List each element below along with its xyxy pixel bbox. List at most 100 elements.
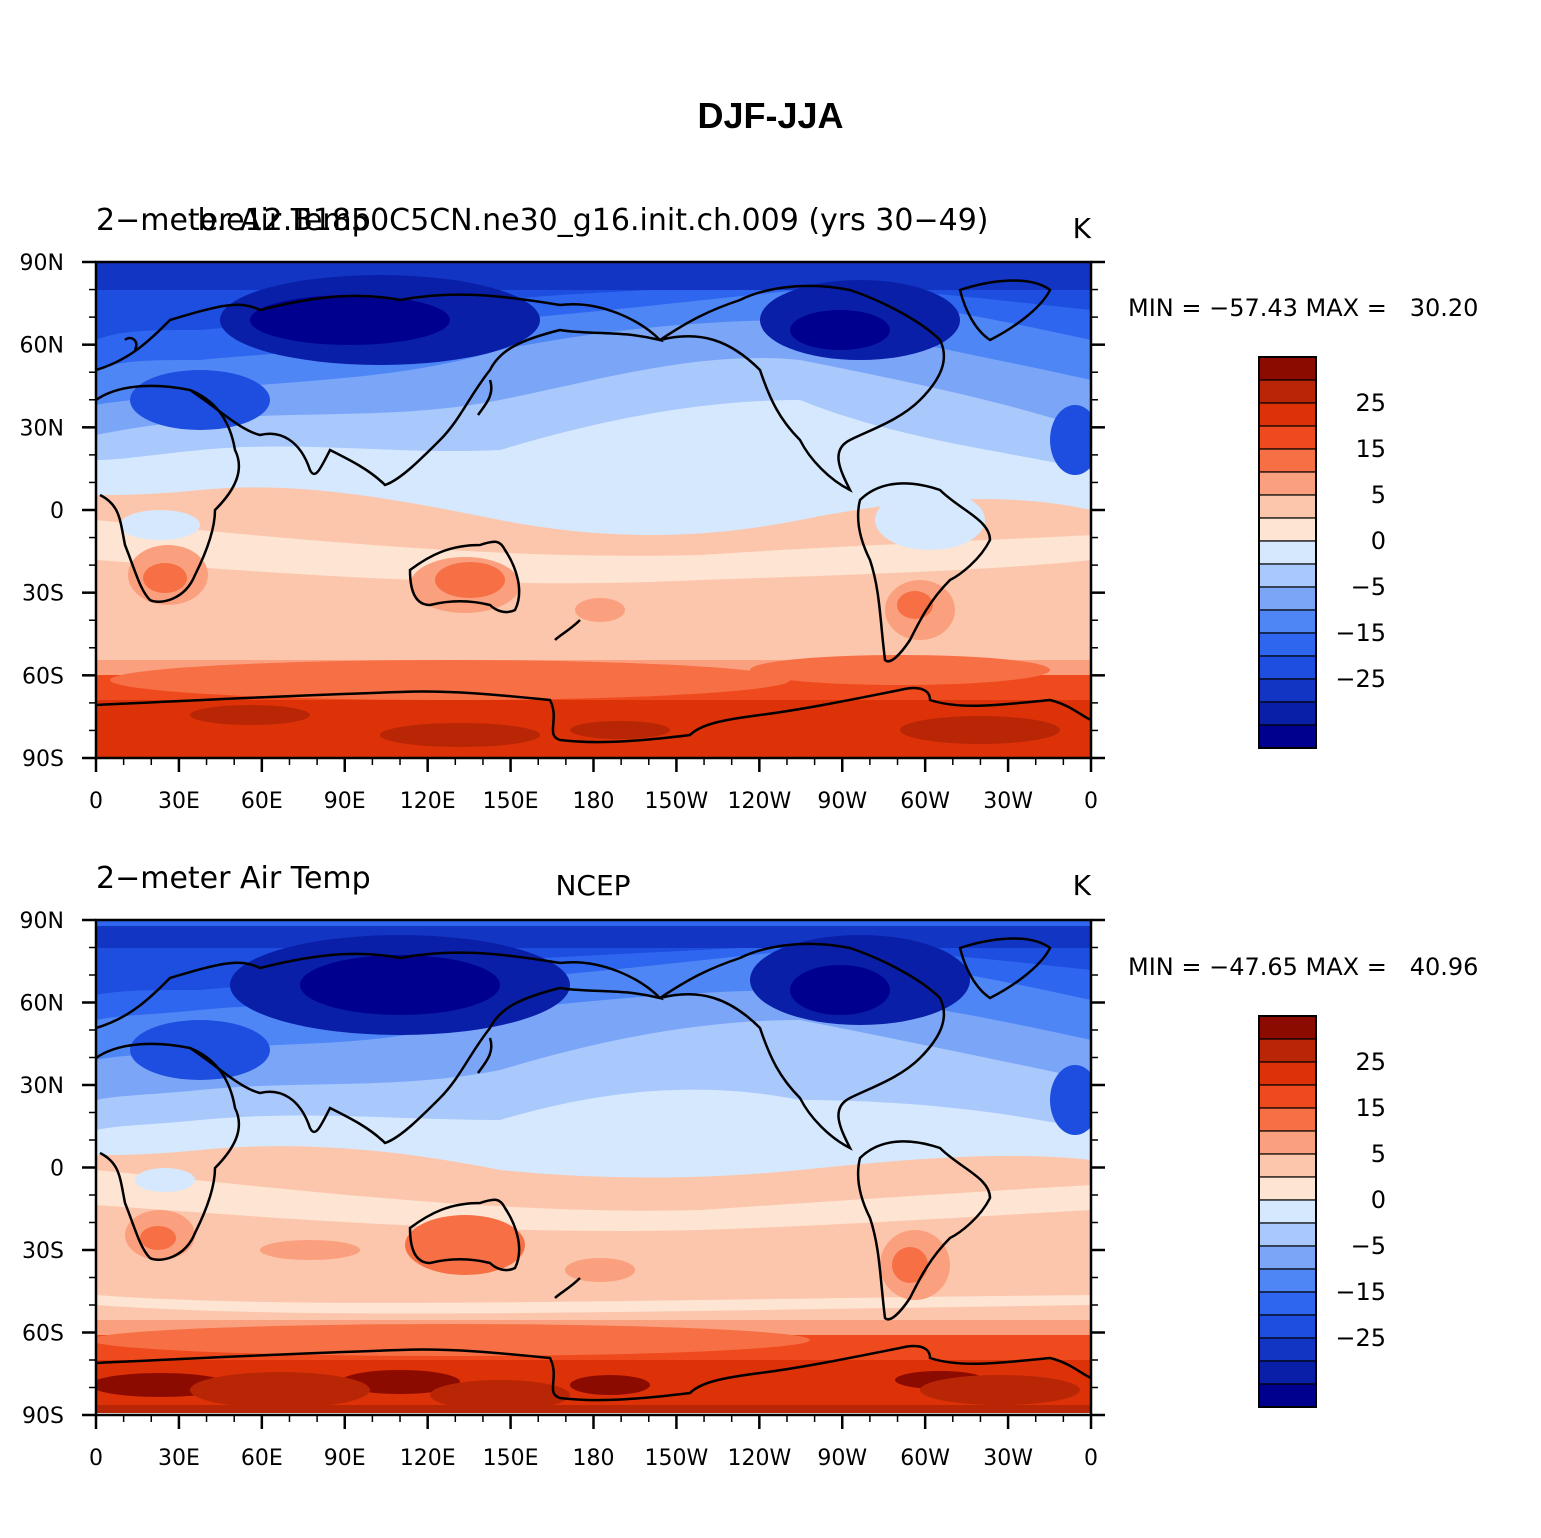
lon-tick-label: 90W [817, 1446, 867, 1471]
panel-1-min-max: MIN = −57.43 MAX = 30.20 [1128, 294, 1478, 322]
lon-tick-label: 120W [727, 1446, 791, 1471]
lat-tick-label: 60S [22, 664, 64, 689]
colorbar-swatch [1258, 471, 1317, 496]
panel-2: 2−meter Air Temp NCEP K [20, 861, 1479, 1471]
panel-1-ticks [82, 260, 1105, 772]
panel-1-lon-labels: 0 30E 60E 90E 120E 150E 180 150W 120W 90W 60W 30W 0 [89, 789, 1098, 814]
colorbar-swatch [1258, 494, 1317, 519]
colorbar-swatch [1258, 1314, 1317, 1339]
lon-tick-label: 30W [983, 789, 1033, 814]
colorbar-swatch [1258, 379, 1317, 404]
lon-tick-label: 30W [983, 1446, 1033, 1471]
lat-tick-label: 0 [50, 1157, 64, 1182]
lat-tick-label: 30S [22, 582, 64, 607]
colorbar-swatch [1258, 1199, 1317, 1224]
panel-2-left-title: 2−meter Air Temp [96, 861, 371, 896]
panel-2-lon-labels: 0 30E 60E 90E 120E 150E 180 150W 120W 90W 60W 30W 0 [89, 1446, 1098, 1471]
lon-tick-label: 30E [158, 789, 200, 814]
colorbar-label: 0 [1371, 527, 1386, 555]
colorbar-swatch [1258, 1291, 1317, 1316]
lat-tick-label: 90S [22, 747, 64, 772]
panel-2-center-title: NCEP [555, 869, 630, 902]
lat-tick-label: 90N [20, 909, 64, 934]
colorbar-label: −5 [1351, 573, 1386, 601]
colorbar-label: 25 [1355, 389, 1386, 417]
lon-tick-label: 150W [645, 789, 709, 814]
page-title: DJF-JJA [697, 95, 844, 136]
lon-tick-label: 0 [89, 1446, 103, 1471]
lat-tick-label: 60N [20, 992, 64, 1017]
panel-2-colorbar: 25 15 5 0 −5 −15 −25 [1258, 1015, 1386, 1408]
colorbar-label: −25 [1335, 1324, 1386, 1352]
lon-tick-label: 120E [400, 789, 456, 814]
lat-tick-label: 30S [22, 1239, 64, 1264]
lon-tick-label: 0 [89, 789, 103, 814]
panel-2-lat-labels: 90N 60N 30N 0 30S 60S 90S [20, 909, 64, 1429]
colorbar-label: 25 [1355, 1048, 1386, 1076]
colorbar-swatch [1258, 356, 1317, 381]
panel-1-units: K [1073, 212, 1092, 245]
lon-tick-label: 90E [324, 789, 366, 814]
colorbar-label: −15 [1335, 1278, 1386, 1306]
colorbar-swatch [1258, 1222, 1317, 1247]
colorbar-swatch [1258, 1268, 1317, 1293]
colorbar-swatch [1258, 586, 1317, 611]
colorbar-swatch [1258, 1130, 1317, 1155]
colorbar-swatch [1258, 701, 1317, 726]
lon-tick-label: 180 [573, 1446, 615, 1471]
colorbar-label: −15 [1335, 619, 1386, 647]
panel-1: 2−meter Air Temp b.e12.B1850C5CN.ne30_g1… [20, 203, 1479, 814]
colorbar-swatch [1258, 1061, 1317, 1086]
colorbar-swatch [1258, 425, 1317, 450]
lon-tick-label: 150E [483, 789, 539, 814]
panel-2-temperature-field [96, 920, 1091, 1415]
colorbar-swatch [1258, 1153, 1317, 1178]
colorbar-swatch [1258, 1038, 1317, 1063]
colorbar-swatch [1258, 1015, 1317, 1040]
lon-tick-label: 150E [483, 1446, 539, 1471]
lat-tick-label: 60S [22, 1322, 64, 1347]
lat-tick-label: 60N [20, 334, 64, 359]
lon-tick-label: 0 [1084, 789, 1098, 814]
colorbar-swatch [1258, 1245, 1317, 1270]
lat-tick-label: 90N [20, 251, 64, 276]
colorbar-swatch [1258, 563, 1317, 588]
lon-tick-label: 0 [1084, 1446, 1098, 1471]
colorbar-swatch [1258, 1360, 1317, 1385]
colorbar-swatch [1258, 517, 1317, 542]
lon-tick-label: 60W [900, 789, 950, 814]
panel-2-units: K [1073, 869, 1092, 902]
panel-2-coastlines [96, 937, 1091, 1402]
lon-tick-label: 150W [645, 1446, 709, 1471]
colorbar-swatch [1258, 402, 1317, 427]
panel-2-ticks [82, 918, 1105, 1429]
lon-tick-label: 30E [158, 1446, 200, 1471]
lon-tick-label: 90W [817, 789, 867, 814]
lon-tick-label: 60W [900, 1446, 950, 1471]
colorbar-label: −25 [1335, 665, 1386, 693]
colorbar-swatch [1258, 609, 1317, 634]
colorbar-swatch [1258, 724, 1317, 749]
colorbar-swatch [1258, 540, 1317, 565]
colorbar-label: 15 [1355, 435, 1386, 463]
colorbar-swatch [1258, 1107, 1317, 1132]
colorbar-swatch [1258, 678, 1317, 703]
lon-tick-label: 60E [241, 789, 283, 814]
panel-1-colorbar: 25 15 5 0 −5 −15 −25 [1258, 356, 1386, 749]
colorbar-label: 0 [1371, 1186, 1386, 1214]
panel-1-left-title: 2−meter Air Temp [96, 203, 371, 238]
panel-1-lat-labels: 90N 60N 30N 0 30S 60S 90S [20, 251, 64, 772]
colorbar-swatch [1258, 1084, 1317, 1109]
colorbar-label: −5 [1351, 1232, 1386, 1260]
lat-tick-label: 30N [20, 416, 64, 441]
colorbar-swatch [1258, 632, 1317, 657]
colorbar-swatch [1258, 1383, 1317, 1408]
colorbar-swatch [1258, 655, 1317, 680]
lat-tick-label: 30N [20, 1074, 64, 1099]
colorbar-label: 5 [1371, 1140, 1386, 1168]
panel-1-temperature-field [96, 262, 1091, 758]
colorbar-label: 15 [1355, 1094, 1386, 1122]
lon-tick-label: 90E [324, 1446, 366, 1471]
panel-1-center-title: b.e12.B1850C5CN.ne30_g16.init.ch.009 (yr… [197, 203, 988, 238]
